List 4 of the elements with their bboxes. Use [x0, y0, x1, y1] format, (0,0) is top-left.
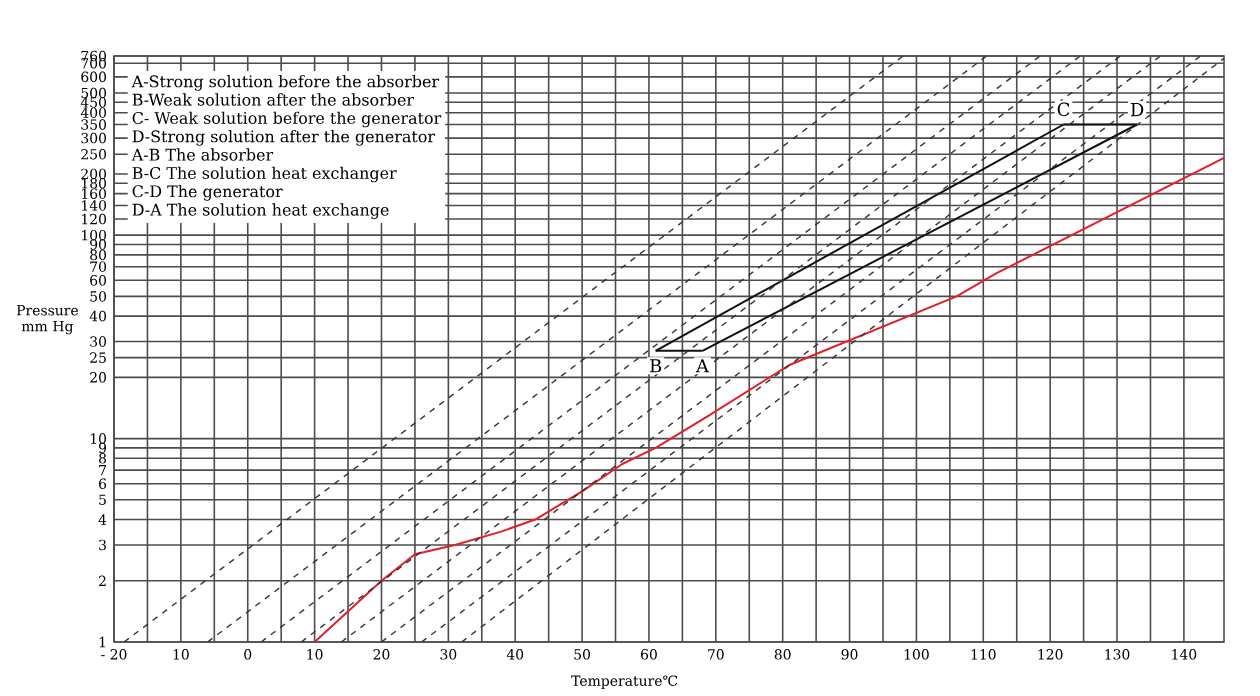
annotation: B [650, 359, 662, 373]
annotation: A [695, 359, 710, 373]
annotation: D [1130, 103, 1144, 117]
annotation: C [1057, 102, 1070, 117]
